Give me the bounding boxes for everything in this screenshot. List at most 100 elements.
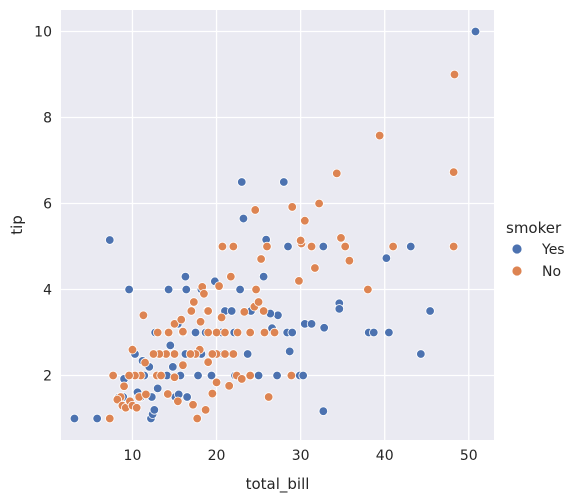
- data-point-no: [226, 271, 236, 282]
- data-point-yes: [284, 346, 295, 357]
- x-axis-ticks: 10 20 30 40 50: [124, 448, 478, 464]
- y-tick-label: 2: [43, 369, 52, 385]
- data-point-no: [287, 202, 297, 212]
- y-tick-label: 10: [34, 25, 52, 41]
- data-point-no: [156, 370, 166, 381]
- data-point-no: [173, 396, 183, 407]
- data-point-no: [200, 405, 211, 415]
- data-point-no: [237, 374, 247, 384]
- data-point-no: [127, 345, 138, 355]
- y-tick-label: 8: [43, 111, 52, 127]
- data-point-yes: [182, 392, 192, 402]
- data-point-no: [224, 381, 234, 391]
- data-point-no: [112, 394, 123, 405]
- data-point-no: [141, 389, 151, 400]
- data-point-no: [189, 297, 199, 307]
- x-tick-label: 20: [208, 448, 226, 464]
- data-point-no: [245, 370, 255, 381]
- legend-title: smoker: [506, 219, 562, 237]
- data-point-no: [163, 389, 173, 399]
- data-point-yes: [235, 284, 245, 295]
- data-point-no: [250, 205, 260, 215]
- data-point-yes: [406, 241, 416, 252]
- data-point-no: [195, 317, 206, 327]
- data-point-no: [258, 306, 269, 316]
- data-point-no: [448, 167, 459, 177]
- data-point-no: [199, 289, 209, 299]
- data-point-no: [262, 241, 272, 252]
- data-point-no: [108, 370, 118, 381]
- data-point-no: [336, 233, 346, 243]
- data-point-no: [169, 319, 180, 329]
- data-point-no: [228, 241, 239, 252]
- data-point-no: [207, 388, 218, 399]
- data-point-no: [251, 284, 261, 295]
- legend: smoker Yes No: [506, 219, 565, 280]
- data-point-yes: [272, 370, 282, 381]
- data-point-yes: [124, 284, 134, 295]
- data-point-yes: [287, 327, 297, 338]
- data-point-yes: [425, 306, 435, 316]
- data-point-yes: [190, 327, 201, 338]
- x-axis-label: total_bill: [246, 475, 310, 494]
- data-point-no: [169, 372, 180, 382]
- data-point-no: [178, 360, 188, 370]
- data-point-yes: [381, 253, 392, 263]
- data-point-no: [211, 327, 222, 338]
- data-point-no: [310, 263, 320, 273]
- data-point-yes: [319, 323, 329, 333]
- data-point-yes: [318, 241, 329, 252]
- data-point-no: [220, 327, 230, 338]
- data-point-no: [148, 349, 159, 359]
- data-point-no: [306, 241, 317, 252]
- data-point-no: [239, 307, 249, 317]
- data-point-yes: [206, 370, 217, 381]
- data-point-yes: [279, 177, 289, 187]
- data-point-no: [140, 357, 150, 368]
- data-point-yes: [298, 370, 308, 381]
- data-point-no: [314, 198, 324, 209]
- legend-marker-no: [511, 265, 523, 277]
- data-point-no: [131, 403, 142, 413]
- data-point-yes: [258, 271, 269, 282]
- data-point-no: [300, 215, 310, 226]
- data-point-no: [176, 314, 186, 325]
- data-point-yes: [416, 349, 426, 359]
- data-point-yes: [152, 383, 163, 394]
- x-tick-label: 40: [376, 448, 394, 464]
- data-point-no: [217, 241, 228, 252]
- x-tick-label: 30: [292, 448, 310, 464]
- data-point-no: [245, 327, 255, 338]
- data-point-no: [294, 276, 304, 286]
- data-point-no: [228, 349, 239, 359]
- data-point-yes: [163, 284, 174, 295]
- data-point-yes: [470, 26, 481, 37]
- data-point-yes: [193, 370, 203, 381]
- data-point-no: [374, 130, 385, 141]
- data-point-no: [269, 327, 280, 338]
- data-point-no: [259, 327, 270, 338]
- data-point-yes: [253, 370, 264, 381]
- data-point-no: [448, 241, 459, 252]
- data-point-yes: [149, 405, 160, 415]
- data-point-no: [188, 400, 198, 410]
- data-point-no: [216, 312, 227, 323]
- y-tick-label: 6: [43, 197, 52, 213]
- x-tick-label: 10: [124, 448, 142, 464]
- data-point-yes: [306, 319, 317, 329]
- data-point-no: [192, 413, 202, 424]
- data-point-no: [119, 381, 129, 391]
- data-point-no: [185, 349, 196, 359]
- data-point-no: [203, 327, 213, 338]
- data-point-no: [138, 310, 149, 321]
- data-point-no: [220, 349, 230, 359]
- y-axis-ticks: 2 4 6 8 10: [34, 25, 52, 385]
- data-point-no: [253, 297, 264, 307]
- data-point-yes: [238, 213, 249, 224]
- data-point-no: [203, 357, 213, 367]
- plot-area: [61, 10, 494, 440]
- data-point-yes: [92, 413, 102, 424]
- data-point-no: [211, 377, 222, 388]
